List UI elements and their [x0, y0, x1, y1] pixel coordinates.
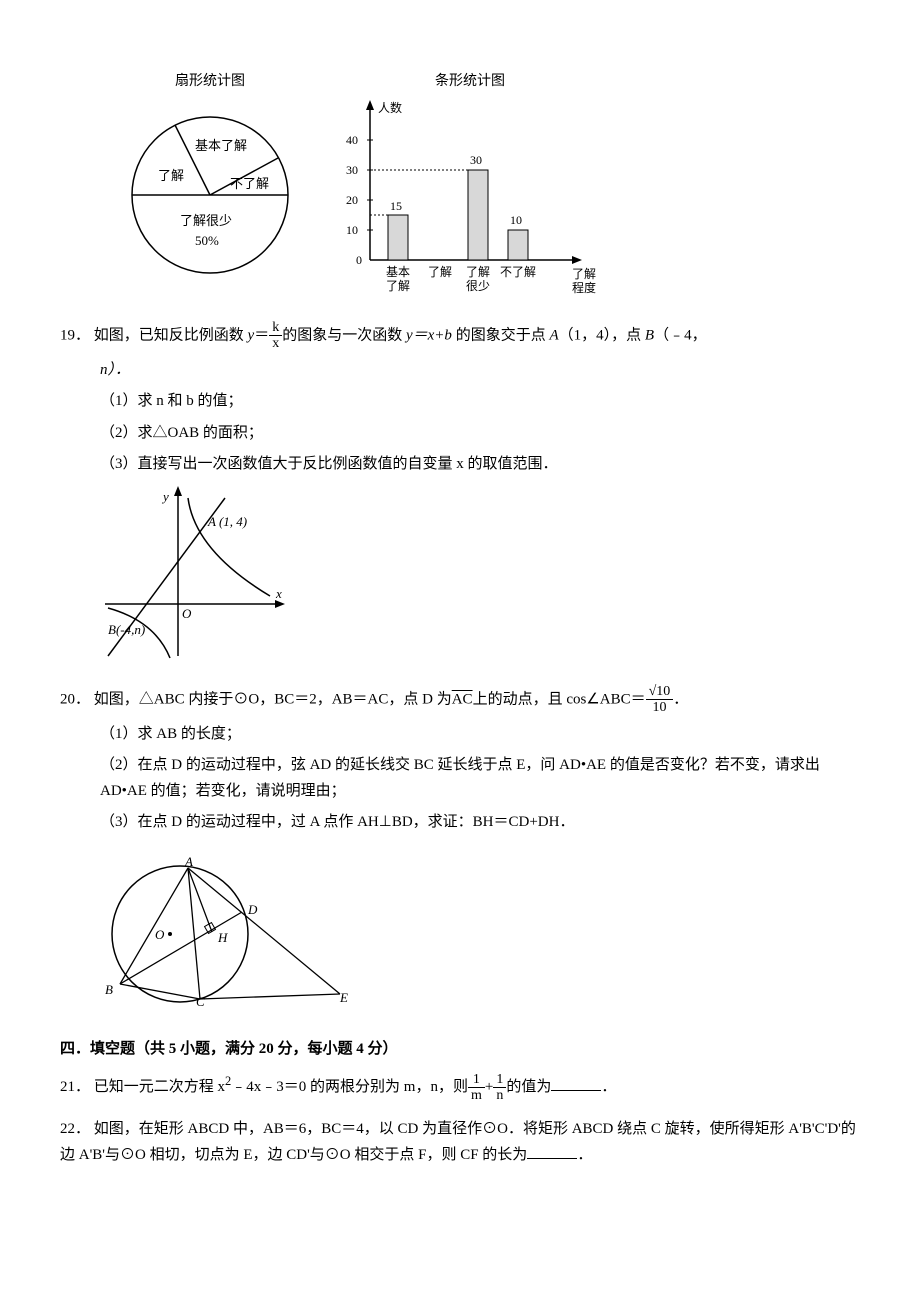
bar-chart-box: 条形统计图 人数 了解 程度 10 20 30 40 0 15 基本 了解 了 [340, 70, 600, 300]
pie-label-understand: 了解 [158, 168, 184, 183]
question-21: 21． 已知一元二次方程 x2﹣4x﹣3＝0 的两根分别为 m，n，则1m+1n… [60, 1071, 860, 1103]
q22-a: 如图，在矩形 ABCD 中，AB＝6，BC＝4，以 CD 为直径作⊙O．将矩形 … [60, 1121, 856, 1163]
q21-c: 的值为 [506, 1079, 551, 1095]
q19-linefn: y＝x+b [406, 327, 452, 343]
q19-figure: y x O A (1, 4) B(-4,n) [100, 486, 860, 671]
svg-text:E: E [339, 990, 348, 1005]
q20-frac-num: √10 [646, 684, 674, 700]
bar-cat-3: 不了解 [500, 265, 536, 279]
q20-number: 20． [60, 691, 90, 707]
q19-number: 19． [60, 327, 90, 343]
svg-text:H: H [217, 930, 228, 945]
bar-no [508, 230, 528, 260]
q20-intro-c: ． [673, 691, 688, 707]
svg-text:A: A [184, 854, 193, 869]
q21-f1n: 1 [468, 1072, 485, 1088]
bar-cat-2b: 很少 [466, 279, 490, 293]
ytick-40: 40 [346, 133, 358, 147]
svg-text:D: D [247, 902, 258, 917]
svg-text:O: O [155, 927, 165, 942]
question-22: 22． 如图，在矩形 ABCD 中，AB＝6，BC＝4，以 CD 为直径作⊙O．… [60, 1117, 860, 1168]
pie-chart-box: 扇形统计图 了解 基本了解 不了解 了解很少 50% [120, 70, 300, 300]
question-20: 20． 如图，△ABC 内接于⊙O，BC＝2，AB＝AC，点 D 为AC上的动点… [60, 684, 860, 1023]
q20-intro-b: 上的动点，且 cos∠ABC＝ [473, 691, 646, 707]
q21-plus: + [485, 1079, 493, 1095]
bar-basic [388, 215, 408, 260]
pie-label-little: 了解很少 [180, 213, 232, 228]
q22-number: 22． [60, 1121, 90, 1137]
svg-text:C: C [196, 994, 205, 1009]
q22-b: ． [577, 1147, 592, 1163]
origin-0: 0 [356, 253, 362, 267]
q19-label-B: B(-4,n) [108, 622, 145, 637]
q20-p3: （3）在点 D 的运动过程中，过 A 点作 AH⊥BD，求证：BH＝CD+DH． [100, 810, 860, 836]
q19-ptA-coord: （1，4） [559, 327, 612, 343]
bar-cat-2a: 了解 [466, 265, 490, 279]
q21-blank[interactable] [551, 1076, 601, 1091]
q19-intro-a: 如图，已知反比例函数 [94, 327, 248, 343]
q19-intro-c: 的图象交于点 [452, 327, 550, 343]
bar-xlabel-2: 程度 [572, 280, 596, 295]
q20-frac-den: 10 [646, 700, 674, 715]
q19-intro-d: ，点 [611, 327, 645, 343]
bar-basic-val: 15 [390, 199, 402, 213]
q20-p1: （1）求 AB 的长度； [100, 722, 860, 748]
stats-charts-row: 扇形统计图 了解 基本了解 不了解 了解很少 50% 条形统计图 人数 了解 程… [120, 70, 860, 300]
q19-p3: （3）直接写出一次函数值大于反比例函数值的自变量 x 的取值范围． [100, 452, 860, 478]
q19-origin: O [182, 606, 192, 621]
ytick-10: 10 [346, 223, 358, 237]
q21-f1d: m [468, 1088, 485, 1103]
section-4-head: 四．填空题（共 5 小题，满分 20 分，每小题 4 分） [60, 1037, 860, 1063]
q19-p2: （2）求△OAB 的面积； [100, 421, 860, 447]
bar-cat-0a: 基本 [386, 265, 410, 279]
bar-cat-1: 了解 [428, 265, 452, 279]
bar-cat-0b: 了解 [386, 279, 410, 293]
q19-frac1-num: k [269, 320, 282, 336]
q19-ptB-coord: （﹣4， [654, 327, 707, 343]
bar-xlabel-1: 了解 [572, 267, 596, 281]
q21-b: ﹣4x﹣3＝0 的两根分别为 m，n，则 [231, 1079, 468, 1095]
q19-label-A: A (1, 4) [207, 514, 247, 529]
ytick-20: 20 [346, 193, 358, 207]
q21-a: 已知一元二次方程 x [94, 1079, 225, 1095]
q19-p1: （1）求 n 和 b 的值； [100, 389, 860, 415]
pie-label-pct: 50% [195, 233, 219, 248]
bar-no-val: 10 [510, 213, 522, 227]
pie-chart-title: 扇形统计图 [175, 70, 245, 94]
q21-f2d: n [493, 1088, 506, 1103]
bar-chart-title: 条形统计图 [435, 70, 505, 94]
bar-little [468, 170, 488, 260]
q20-p2: （2）在点 D 的运动过程中，弦 AD 的延长线交 BC 延长线于点 E，问 A… [100, 753, 860, 804]
q21-d: ． [601, 1079, 616, 1095]
q19-ptB: B [645, 327, 654, 343]
q21-f2n: 1 [493, 1072, 506, 1088]
bar-little-val: 30 [470, 153, 482, 167]
q19-intro-b: 的图象与一次函数 [282, 327, 406, 343]
q19-frac1-den: x [269, 336, 282, 351]
q20-arc: AC [452, 691, 473, 707]
q19-ptA: A [549, 327, 558, 343]
bar-ylabel: 人数 [378, 100, 402, 115]
bar-chart: 人数 了解 程度 10 20 30 40 0 15 基本 了解 了解 30 了解… [340, 100, 600, 300]
q22-blank[interactable] [527, 1144, 577, 1159]
pie-label-no: 不了解 [230, 176, 269, 191]
q20-intro-a: 如图，△ABC 内接于⊙O，BC＝2，AB＝AC，点 D 为 [94, 691, 452, 707]
question-19: 19． 如图，已知反比例函数 y＝kx的图象与一次函数 y＝x+b 的图象交于点… [60, 320, 860, 670]
q19-x-axis: x [275, 586, 282, 601]
pie-chart: 了解 基本了解 不了解 了解很少 50% [120, 100, 300, 280]
svg-text:B: B [105, 982, 113, 997]
pie-label-basic: 基本了解 [195, 138, 247, 153]
q19-n-line: n）． [100, 362, 130, 378]
q21-number: 21． [60, 1079, 90, 1095]
q19-y-axis: y [161, 489, 169, 504]
ytick-30: 30 [346, 163, 358, 177]
q20-figure: A B C D E H O [100, 844, 860, 1024]
